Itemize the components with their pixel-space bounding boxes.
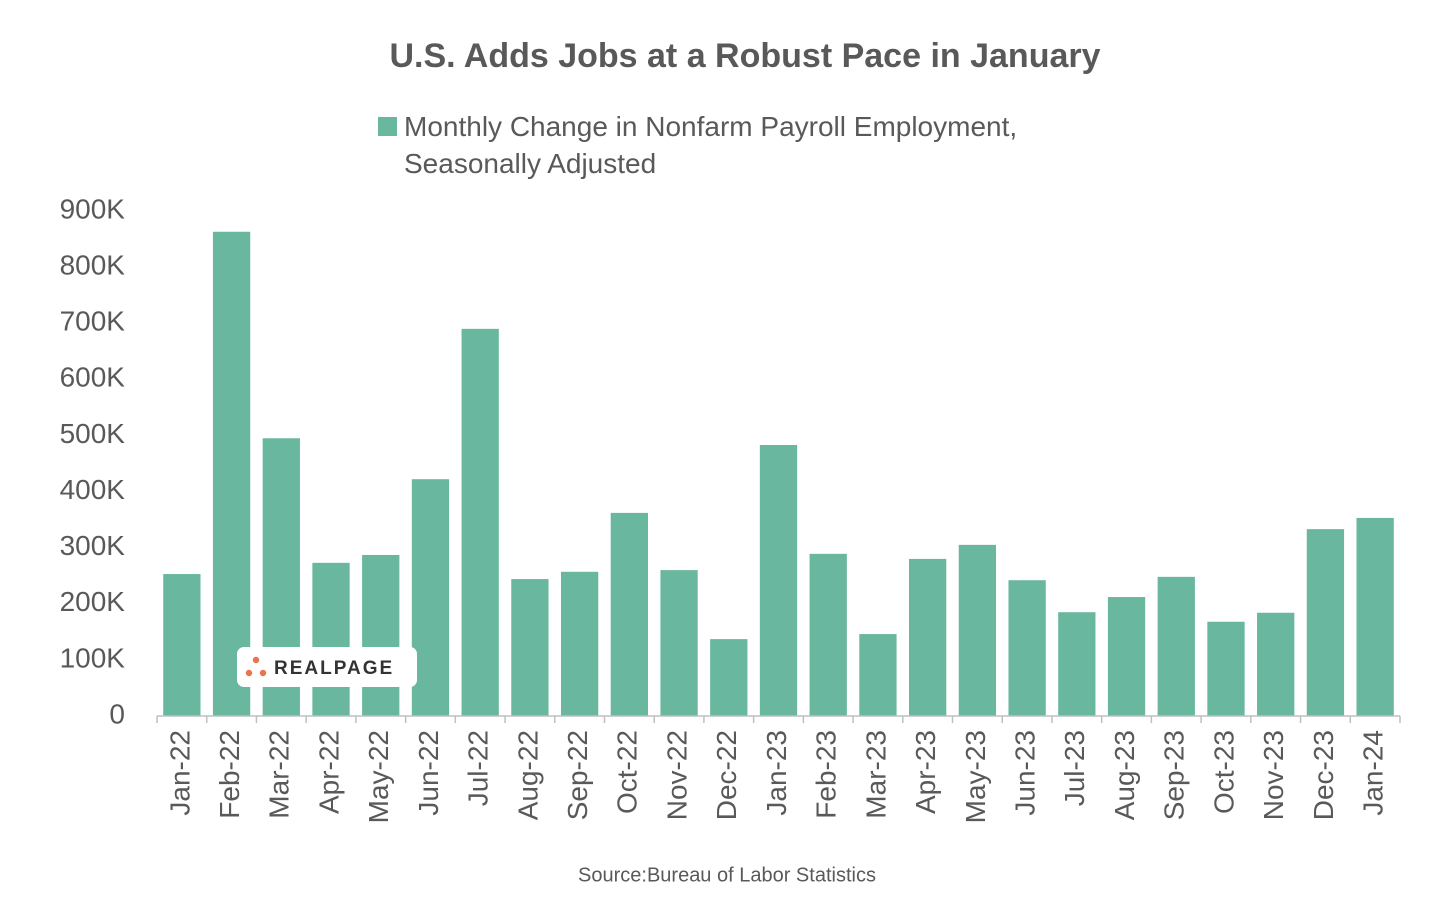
x-tick-label: Sep-23 <box>1159 730 1190 820</box>
bar <box>958 544 997 716</box>
bar <box>859 634 897 716</box>
bar <box>1306 529 1345 716</box>
legend-swatch <box>378 117 397 136</box>
y-tick-label: 200K <box>60 586 126 617</box>
bar <box>710 639 748 716</box>
logo-dot <box>252 656 260 664</box>
bar <box>610 512 648 716</box>
bar <box>809 553 847 716</box>
chart-title: U.S. Adds Jobs at a Robust Pace in Janua… <box>389 37 1100 75</box>
bar <box>1008 580 1046 716</box>
x-tick-label: Jan-24 <box>1358 730 1389 816</box>
bar <box>212 231 251 716</box>
legend-label: Monthly Change in Nonfarm Payroll Employ… <box>404 111 1018 179</box>
legend: Monthly Change in Nonfarm Payroll Employ… <box>378 108 1118 182</box>
x-tick-label: Jan-23 <box>761 730 792 816</box>
x-tick-label: Sep-22 <box>562 730 593 820</box>
x-tick-label: May-22 <box>363 730 394 823</box>
bar <box>1257 612 1295 716</box>
bar <box>511 579 549 716</box>
x-tick-label: Oct-22 <box>612 730 643 814</box>
y-tick-label: 900K <box>60 193 126 224</box>
bar <box>362 554 400 716</box>
x-tick-label: Jul-23 <box>1059 730 1090 806</box>
x-tick-label: Mar-23 <box>860 730 891 819</box>
bar <box>163 574 201 716</box>
bar <box>1058 612 1096 716</box>
x-tick-label: Mar-22 <box>264 730 295 819</box>
bar <box>1157 576 1195 716</box>
x-tick-label: Dec-23 <box>1308 730 1339 820</box>
x-tick-label: Aug-23 <box>1109 730 1140 820</box>
x-tick-label: Jan-22 <box>164 730 195 816</box>
x-tick-label: Apr-23 <box>910 730 941 814</box>
x-tick-label: May-23 <box>960 730 991 823</box>
y-tick-label: 800K <box>60 250 126 281</box>
x-tick-label: Apr-22 <box>313 730 344 814</box>
logo-box <box>237 647 417 687</box>
bar <box>759 444 798 716</box>
x-tick-label: Dec-22 <box>711 730 742 820</box>
x-tick-label: Jun-22 <box>413 730 444 816</box>
bar <box>1207 621 1245 716</box>
logo-text: REALPAGE <box>274 658 394 679</box>
x-tick-label: Feb-23 <box>811 730 842 819</box>
x-tick-label: Jul-22 <box>463 730 494 806</box>
x-tick-label: Nov-23 <box>1258 730 1289 820</box>
x-tick-label: Feb-22 <box>214 730 245 819</box>
y-tick-label: 700K <box>60 306 126 337</box>
bar <box>411 479 450 716</box>
y-tick-label: 600K <box>60 362 126 393</box>
y-tick-label: 100K <box>60 642 126 673</box>
bar <box>461 328 499 716</box>
y-tick-label: 300K <box>60 530 126 561</box>
x-tick-label: Aug-22 <box>512 730 543 820</box>
logo: REALPAGE <box>237 647 417 687</box>
logo-dot <box>245 669 253 677</box>
bar <box>560 571 599 716</box>
x-tick-label: Oct-23 <box>1208 730 1239 814</box>
bar <box>312 562 350 716</box>
bar <box>1107 597 1146 716</box>
y-tick-label: 0 <box>109 698 125 729</box>
bar <box>909 558 947 716</box>
y-tick-label: 500K <box>60 418 126 449</box>
bar <box>660 570 698 716</box>
x-tick-label: Jun-23 <box>1009 730 1040 816</box>
y-tick-label: 400K <box>60 474 126 505</box>
x-tick-label: Nov-22 <box>661 730 692 820</box>
bar <box>1356 517 1394 716</box>
logo-dot <box>259 669 267 677</box>
source: Source:Bureau of Labor Statistics <box>578 864 876 886</box>
